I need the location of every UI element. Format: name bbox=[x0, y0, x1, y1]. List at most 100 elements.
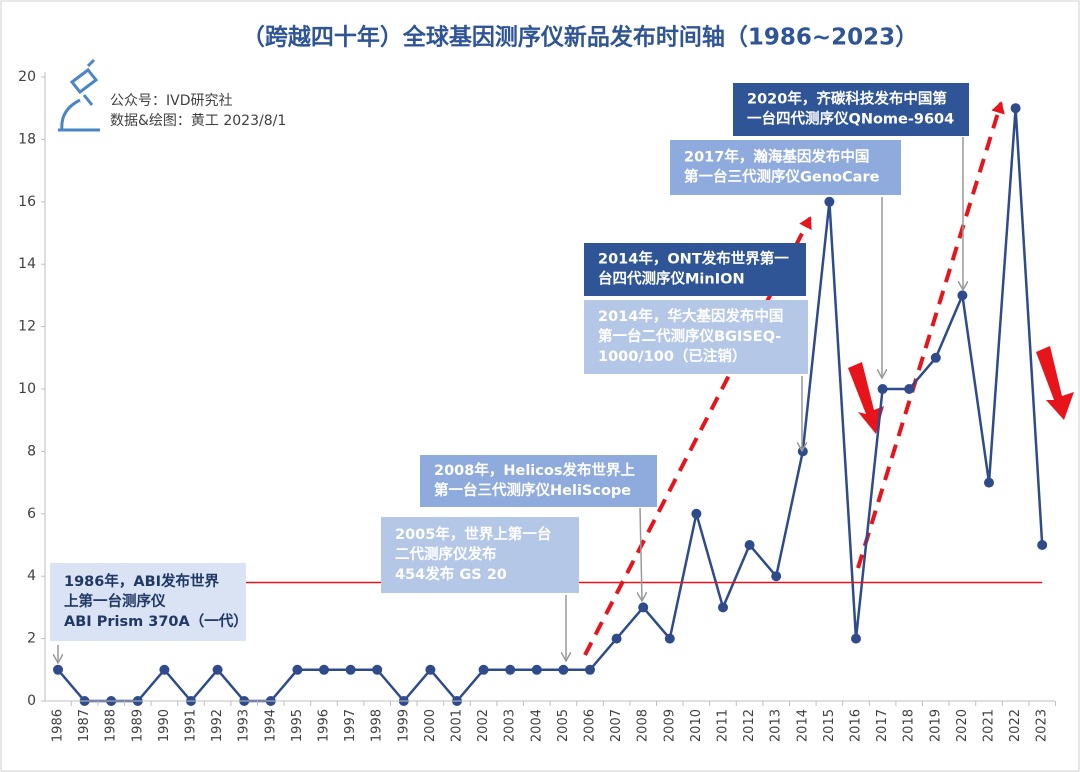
data-point bbox=[851, 633, 861, 644]
x-tick-label: 1993 bbox=[237, 709, 252, 742]
x-tick-label: 2017 bbox=[875, 709, 890, 742]
x-tick-label: 1999 bbox=[396, 709, 411, 742]
microscope-icon bbox=[58, 58, 100, 132]
annotation-box bbox=[584, 300, 808, 374]
x-tick-label: 1994 bbox=[263, 709, 278, 742]
annotation-text: 2020年，齐碳科技发布中国第 bbox=[747, 90, 947, 108]
x-tick-label: 2021 bbox=[982, 709, 997, 742]
data-point bbox=[797, 446, 808, 457]
y-tick-label: 10 bbox=[18, 381, 36, 397]
annotation-text: 1986年，ABI发布世界 bbox=[64, 572, 220, 590]
source-text: 数据&绘图：黄工 2023/8/1 bbox=[110, 112, 286, 129]
annotation-text: 2014年，ONT发布世界第一 bbox=[598, 250, 789, 268]
data-point bbox=[611, 633, 622, 644]
annotation-text: 一台四代测序仪QNome-9604 bbox=[747, 110, 954, 128]
source-text: 公众号：IVD研究社 bbox=[110, 93, 233, 109]
x-tick-label: 2001 bbox=[450, 709, 465, 742]
data-point bbox=[904, 384, 915, 394]
annotation-text: 第一台二代测序仪BGISEQ- bbox=[598, 327, 781, 345]
data-point bbox=[505, 664, 516, 675]
x-tick-label: 2018 bbox=[902, 709, 917, 742]
annotation-text: 台四代测序仪MinION bbox=[598, 270, 745, 288]
y-tick-label: 0 bbox=[27, 693, 36, 709]
x-tick-label: 2002 bbox=[476, 709, 491, 742]
data-point bbox=[638, 602, 649, 613]
annotation-text: 454发布 GS 20 bbox=[395, 565, 507, 583]
data-point bbox=[1010, 103, 1021, 114]
annotation-box bbox=[381, 517, 579, 593]
data-point bbox=[478, 664, 489, 675]
y-tick-label: 12 bbox=[18, 319, 36, 335]
data-point bbox=[984, 477, 994, 488]
x-tick-label: 1987 bbox=[77, 709, 92, 742]
annotation-text: 第一台三代测序仪HeliScope bbox=[434, 481, 631, 499]
data-line bbox=[57, 108, 1044, 703]
annotation-text: 2014年，华大基因发布中国 bbox=[598, 307, 783, 325]
data-point bbox=[691, 508, 702, 519]
x-tick-label: 2012 bbox=[742, 709, 757, 742]
data-point bbox=[319, 664, 329, 675]
x-tick-label: 2019 bbox=[928, 709, 943, 742]
x-tick-label: 2006 bbox=[583, 709, 598, 742]
y-tick-label: 16 bbox=[18, 194, 36, 210]
x-tick-label: 2023 bbox=[1035, 709, 1050, 742]
x-tick-label: 1986 bbox=[51, 709, 66, 742]
x-tick-label: 1995 bbox=[290, 709, 305, 742]
annotation-text: 1000/100（已注销） bbox=[598, 347, 746, 365]
annotation-text: 2008年，Helicos发布世界上 bbox=[434, 461, 635, 479]
x-tick-label: 2020 bbox=[955, 709, 970, 742]
x-tick-label: 2005 bbox=[556, 709, 571, 742]
annotation-text: 2005年，世界上第一台 bbox=[395, 525, 551, 543]
annotation-text: 二代测序仪发布 bbox=[395, 545, 497, 563]
x-tick-label: 2014 bbox=[795, 709, 810, 742]
annotation-box bbox=[420, 455, 657, 507]
data-point bbox=[771, 571, 782, 582]
data-point bbox=[1037, 540, 1048, 550]
x-tick-label: 1998 bbox=[370, 709, 385, 742]
data-point bbox=[53, 664, 63, 675]
y-tick-label: 2 bbox=[27, 631, 36, 647]
y-tick-label: 6 bbox=[27, 506, 36, 522]
annotation-text: ABI Prism 370A（一代） bbox=[64, 612, 248, 630]
x-tick-label: 1991 bbox=[184, 709, 199, 742]
x-tick-label: 2008 bbox=[636, 709, 651, 742]
x-tick-label: 2011 bbox=[716, 709, 731, 742]
x-tick-label: 2016 bbox=[849, 709, 864, 742]
data-point bbox=[585, 664, 595, 675]
y-tick-label: 4 bbox=[27, 568, 36, 584]
y-tick-label: 20 bbox=[18, 69, 36, 85]
y-tick-label: 14 bbox=[18, 256, 36, 272]
data-point bbox=[558, 664, 569, 675]
data-point bbox=[744, 540, 755, 550]
data-point bbox=[877, 384, 888, 394]
x-tick-label: 2009 bbox=[662, 709, 677, 742]
data-point bbox=[425, 664, 436, 675]
x-tick-label: 1996 bbox=[317, 709, 332, 742]
chart-title: （跨越四十年）全球基因测序仪新品发布时间轴（1986~2023） bbox=[242, 24, 918, 51]
x-tick-label: 2004 bbox=[529, 709, 544, 742]
y-tick-label: 8 bbox=[27, 443, 36, 459]
data-point bbox=[930, 352, 941, 363]
annotation-box bbox=[670, 140, 901, 195]
data-point bbox=[824, 196, 835, 207]
x-tick-label: 2015 bbox=[822, 709, 837, 742]
x-tick-label: 1989 bbox=[130, 709, 145, 742]
y-tick-label: 18 bbox=[18, 131, 36, 147]
x-tick-label: 1992 bbox=[210, 709, 225, 742]
x-tick-label: 2013 bbox=[769, 709, 784, 742]
annotation-arrow bbox=[640, 507, 642, 600]
x-tick-label: 2003 bbox=[503, 709, 518, 742]
x-tick-label: 2010 bbox=[689, 709, 704, 742]
x-tick-label: 2007 bbox=[609, 709, 624, 742]
data-point bbox=[212, 664, 223, 675]
x-tick-label: 1988 bbox=[104, 709, 119, 742]
data-point bbox=[718, 602, 728, 613]
data-point bbox=[372, 664, 383, 675]
data-point bbox=[345, 664, 356, 675]
x-tick-label: 2022 bbox=[1008, 709, 1023, 742]
annotation-box bbox=[584, 243, 806, 296]
data-point bbox=[159, 664, 170, 675]
annotation-text: 第一台三代测序仪GenoCare bbox=[684, 168, 880, 186]
annotation-box bbox=[50, 563, 246, 641]
